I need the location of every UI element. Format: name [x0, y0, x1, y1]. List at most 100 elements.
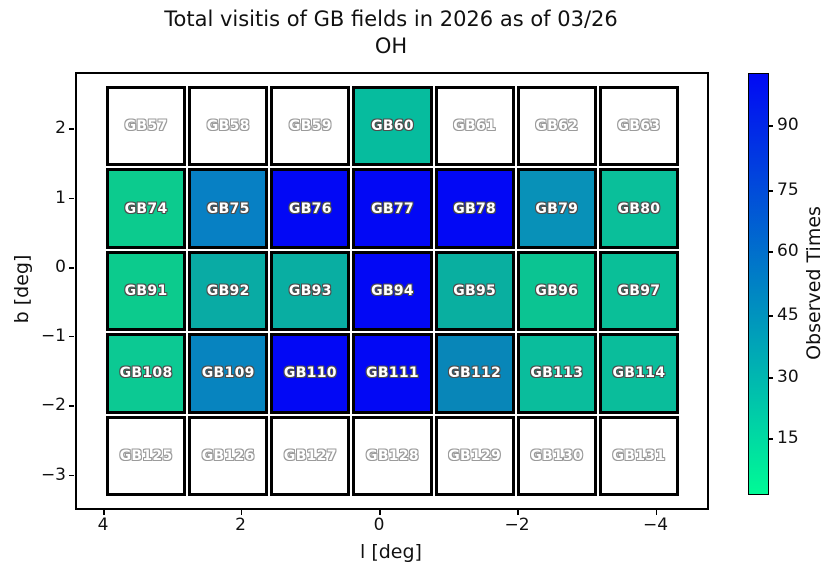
field-cell: GB114: [598, 333, 679, 414]
colorbar-label: Observed Times: [803, 206, 825, 360]
field-cell-label: GB75: [206, 200, 250, 217]
field-cell-label: GB129: [448, 447, 502, 464]
field-cell-label: GB114: [612, 365, 666, 382]
field-cell: GB126: [188, 415, 269, 496]
colorbar-tick-mark: [768, 377, 773, 379]
field-cell-label: GB109: [201, 365, 255, 382]
x-tick-label: −2: [504, 515, 530, 535]
field-cell: GB77: [352, 168, 433, 249]
x-tick-mark: [379, 510, 381, 515]
field-cell-label: GB74: [124, 200, 168, 217]
field-cell-label: GB61: [453, 118, 497, 135]
field-cell: GB109: [188, 333, 269, 414]
field-cell: GB60: [352, 86, 433, 167]
field-cell-label: GB130: [530, 447, 584, 464]
field-cell: GB125: [106, 415, 187, 496]
y-tick-label: −2: [40, 395, 66, 415]
y-tick-mark: [69, 405, 74, 407]
field-cell-label: GB60: [371, 118, 414, 135]
field-cell-label: GB76: [288, 200, 332, 217]
field-cell-label: GB108: [119, 365, 173, 382]
field-cell-label: GB93: [288, 282, 332, 299]
field-cell: GB62: [516, 86, 597, 167]
y-tick-label: −3: [40, 464, 66, 485]
colorbar-tick-label: 15: [777, 428, 799, 448]
field-cell: GB130: [516, 415, 597, 496]
colorbar-tick-label: 30: [777, 367, 799, 387]
field-cell: GB61: [434, 86, 515, 167]
colorbar-tick-label: 60: [777, 241, 799, 261]
field-cell-label: GB111: [366, 365, 419, 382]
field-cell: GB59: [270, 86, 351, 167]
y-tick-mark: [69, 474, 74, 476]
field-cell: GB93: [270, 250, 351, 332]
field-cell-label: GB80: [617, 200, 661, 217]
field-cell-label: GB62: [535, 118, 579, 135]
colorbar-tick-mark: [768, 190, 773, 192]
field-cell: GB108: [106, 333, 187, 414]
colorbar-tick-label: 45: [777, 305, 799, 325]
field-cell: GB113: [516, 333, 597, 414]
field-cell-label: GB128: [366, 447, 419, 464]
field-cell: GB111: [352, 333, 433, 414]
field-cell-label: GB94: [371, 282, 414, 299]
field-cell-label: GB79: [535, 200, 579, 217]
field-cell-label: GB95: [453, 282, 497, 299]
field-cell: GB129: [434, 415, 515, 496]
colorbar: [748, 73, 769, 495]
field-cell: GB80: [598, 168, 679, 249]
field-cell: GB79: [516, 168, 597, 249]
plot-area: GB57 GB58 GB59 GB60 GB61 GB62 GB63 GB74 GB75 GB76…: [75, 72, 709, 510]
field-cell-label: GB57: [124, 118, 168, 135]
x-tick-label: 2: [235, 515, 246, 535]
field-cell-label: GB112: [448, 365, 502, 382]
field-cell-label: GB131: [612, 447, 666, 464]
field-cell-label: GB58: [206, 118, 250, 135]
field-cell-label: GB113: [530, 365, 584, 382]
y-tick-mark: [69, 128, 74, 130]
field-cell-label: GB97: [617, 282, 661, 299]
field-cell: GB78: [434, 168, 515, 249]
x-tick-label: 0: [373, 515, 385, 535]
y-tick-mark: [69, 197, 74, 199]
y-tick-label: 2: [55, 118, 66, 138]
y-tick-label: 1: [55, 187, 66, 208]
field-cell: GB96: [516, 250, 597, 332]
field-cell: GB128: [352, 415, 433, 496]
x-axis-label: l [deg]: [360, 541, 422, 563]
x-tick-mark: [103, 510, 105, 515]
colorbar-tick-mark: [768, 251, 773, 253]
field-cell: GB97: [598, 250, 679, 332]
field-cell-label: GB77: [371, 200, 414, 217]
field-cell: GB63: [598, 86, 679, 167]
x-tick-mark: [240, 510, 242, 515]
field-cell-label: GB110: [283, 365, 337, 382]
colorbar-tick-label: 75: [777, 180, 799, 200]
field-cell-label: GB127: [283, 447, 337, 464]
field-cell: GB57: [106, 86, 187, 167]
field-cell-label: GB126: [201, 447, 255, 464]
chart-title: Total visitis of GB fields in 2026 as of…: [164, 7, 618, 31]
field-cell: GB127: [270, 415, 351, 496]
field-cell: GB110: [270, 333, 351, 414]
field-cell: GB92: [188, 250, 269, 332]
heatmap-grid: GB57 GB58 GB59 GB60 GB61 GB62 GB63 GB74 GB75 GB76…: [106, 86, 679, 496]
x-tick-mark: [517, 510, 519, 515]
x-tick-label: −4: [642, 515, 669, 535]
y-tick-label: −1: [40, 325, 66, 346]
y-tick-mark: [69, 335, 74, 337]
field-cell-label: GB91: [124, 282, 168, 299]
field-cell: GB58: [188, 86, 269, 167]
chart-subtitle: OH: [374, 34, 408, 58]
field-cell: GB75: [188, 168, 269, 249]
x-tick-mark: [655, 510, 657, 515]
field-cell: GB112: [434, 333, 515, 414]
field-cell-label: GB92: [206, 282, 250, 299]
field-cell: GB91: [106, 250, 187, 332]
field-cell: GB131: [598, 415, 679, 496]
colorbar-tick-mark: [768, 315, 773, 317]
field-cell: GB76: [270, 168, 351, 249]
field-cell-label: GB78: [453, 200, 497, 217]
field-cell: GB95: [434, 250, 515, 332]
